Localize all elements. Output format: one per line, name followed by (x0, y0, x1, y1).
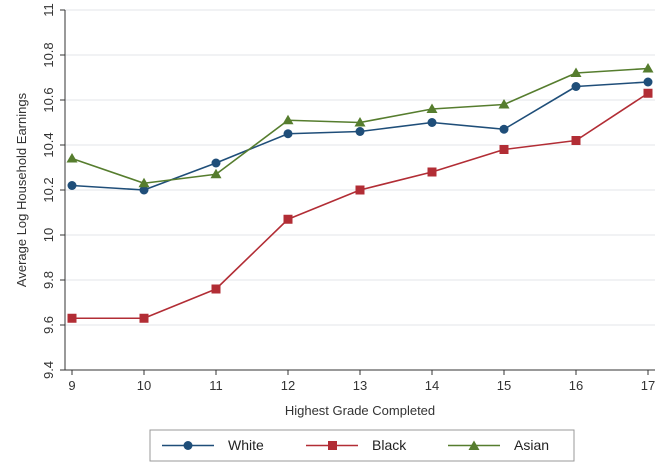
data-point-asian (498, 99, 510, 109)
marker-layer (66, 63, 654, 323)
legend-marker-black (328, 441, 337, 450)
data-point-white (643, 77, 653, 87)
legend-marker-asian (468, 440, 480, 450)
data-point-asian (282, 114, 294, 125)
legend-item-asian: Asian (448, 437, 549, 453)
y-tick-label: 10.6 (41, 87, 56, 112)
data-point-asian (642, 63, 654, 73)
x-tick-label: 15 (497, 378, 511, 393)
y-tick-label: 11 (41, 3, 56, 17)
data-point-asian (210, 168, 222, 179)
legend-item-black: Black (306, 437, 407, 453)
data-point-white (427, 118, 437, 127)
legend: White Black Asian (149, 429, 575, 462)
x-axis-title: Highest Grade Completed (285, 403, 435, 418)
data-point-asian (138, 177, 150, 188)
data-point-white (283, 129, 293, 139)
data-point-black (355, 185, 365, 195)
legend-label-asian: Asian (514, 437, 549, 453)
x-tick-label: 13 (353, 378, 367, 393)
x-tick-label: 14 (425, 378, 439, 393)
data-point-asian (426, 103, 438, 113)
y-tick-label: 9.8 (41, 271, 56, 289)
y-tick-label: 10.4 (41, 132, 56, 157)
data-point-black (67, 313, 77, 323)
x-tick-label: 9 (68, 378, 75, 393)
x-tick-label: 17 (641, 378, 655, 393)
data-point-black (643, 88, 653, 98)
data-point-black (211, 284, 221, 294)
x-tick-label: 16 (569, 378, 583, 393)
legend-item-white: White (162, 437, 264, 453)
x-tick-label: 10 (137, 378, 151, 393)
y-tick-label: 9.6 (41, 316, 56, 334)
y-tick-label: 10 (41, 228, 56, 242)
y-tick-label: 9.4 (41, 361, 56, 379)
data-point-black (139, 313, 149, 323)
axes: 9.4 9.6 9.8 10 10.2 10.4 10.6 10.8 11 9 10 11 12 13 14… (41, 3, 655, 393)
data-point-asian (66, 153, 78, 163)
data-point-white (499, 124, 509, 134)
y-tick-label: 10.2 (41, 177, 56, 202)
data-point-white (139, 185, 149, 195)
y-axis-title: Average Log Household Earnings (14, 92, 29, 287)
data-point-white (211, 158, 221, 168)
data-point-white (355, 127, 365, 136)
data-point-black (571, 136, 581, 145)
data-point-black (427, 167, 437, 177)
data-point-asian (570, 67, 582, 77)
data-point-white (571, 82, 581, 91)
data-point-black (499, 145, 509, 154)
x-tick-label: 11 (209, 378, 223, 393)
legend-label-white: White (228, 437, 264, 453)
legend-label-black: Black (372, 437, 407, 453)
legend-box (149, 429, 575, 462)
data-point-black (283, 214, 293, 224)
legend-marker-white (183, 441, 193, 450)
x-tick-label: 12 (281, 378, 295, 393)
data-point-asian (354, 117, 366, 127)
data-point-white (67, 181, 77, 190)
y-tick-label: 10.8 (41, 42, 56, 67)
